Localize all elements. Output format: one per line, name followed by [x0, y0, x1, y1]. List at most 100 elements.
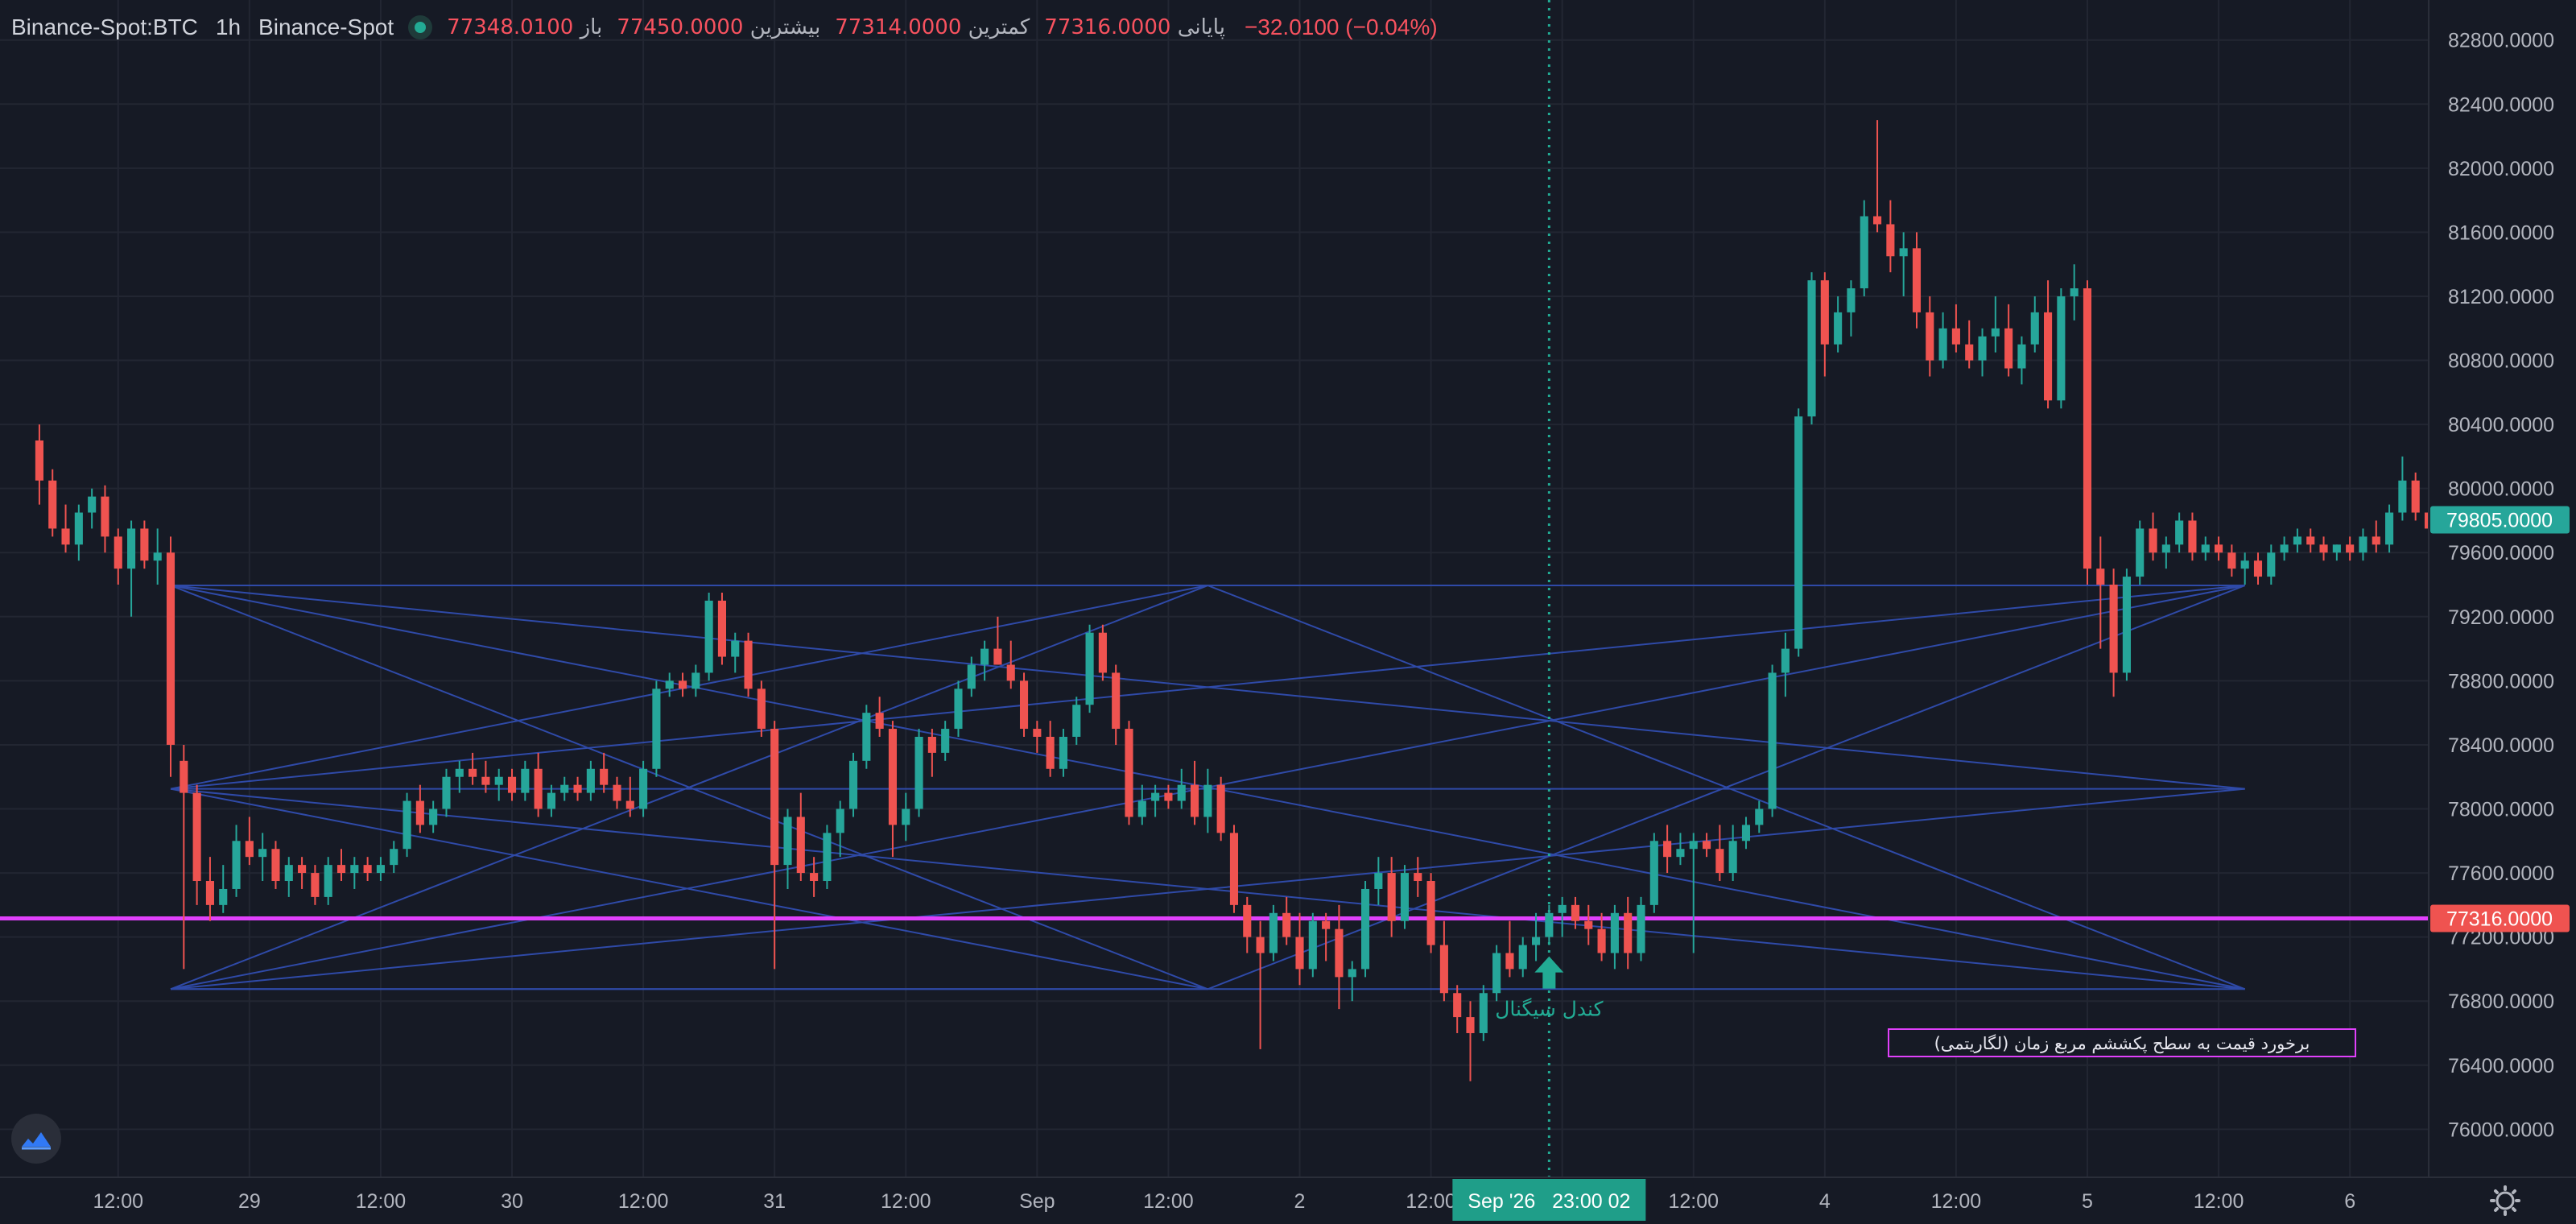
crosshair-time-text: Sep '26 23:00 02 — [1468, 1190, 1630, 1213]
candle — [1426, 873, 1435, 953]
candle-body — [836, 808, 844, 833]
candle — [284, 857, 293, 897]
candle-body — [2149, 528, 2157, 553]
candle-body — [2306, 536, 2315, 545]
candle-body — [1374, 873, 1383, 889]
candle-body — [1545, 912, 1554, 937]
fan-line — [170, 585, 1208, 990]
candle — [1794, 408, 1803, 657]
candle-body — [1177, 784, 1186, 801]
candle — [980, 640, 989, 681]
candle — [1768, 664, 1777, 817]
candle — [902, 792, 910, 842]
candle-body — [1715, 849, 1724, 874]
candle — [2030, 296, 2039, 353]
candle-body — [2017, 344, 2026, 369]
candle-body — [1847, 288, 1856, 312]
legend-interval[interactable]: 1h — [215, 14, 242, 39]
candle — [1492, 945, 1501, 1002]
price-tick-label: 80800.0000 — [2448, 350, 2554, 373]
candle-body — [665, 680, 674, 689]
current-price-tag-box — [2430, 506, 2570, 534]
candle-body — [1571, 904, 1580, 921]
legend-symbol[interactable]: Binance-Spot:BTC — [11, 14, 198, 39]
market-status-icon[interactable] — [408, 15, 433, 39]
candle-body — [1597, 928, 1606, 953]
candle-body — [245, 841, 254, 858]
settings-gear-icon[interactable] — [2490, 1185, 2520, 1216]
candle — [691, 664, 700, 697]
candle — [941, 721, 950, 761]
candle — [429, 800, 438, 833]
candle — [114, 528, 122, 585]
candle-body — [2096, 569, 2105, 585]
candle — [731, 632, 740, 673]
candle — [1243, 896, 1252, 953]
candle — [2398, 456, 2407, 521]
legend-exchange[interactable]: Binance-Spot — [258, 14, 394, 39]
candle-body — [2044, 312, 2053, 401]
candle-body — [2319, 544, 2328, 553]
candle-body — [2188, 520, 2197, 553]
time-tick-label: 12:00 — [881, 1190, 931, 1213]
candle — [415, 784, 424, 833]
candle — [1256, 920, 1265, 1049]
candle — [1137, 784, 1146, 825]
candle — [1531, 912, 1541, 961]
candle — [1597, 912, 1606, 961]
candle — [875, 697, 884, 737]
time-tick-label: 31 — [763, 1190, 786, 1213]
candle-body — [2253, 560, 2263, 577]
candle-body — [455, 768, 464, 777]
candle — [573, 776, 582, 801]
candle-body — [810, 873, 819, 882]
time-tick-label: 12:00 — [1143, 1190, 1194, 1213]
candle-body — [166, 552, 175, 745]
candle — [1295, 912, 1304, 986]
candle-body — [547, 792, 555, 809]
candle — [1505, 920, 1514, 978]
candle — [1479, 985, 1488, 1041]
annotation-box-frame — [1888, 1028, 2356, 1057]
legend-low: کمترین 77314.0000 — [835, 15, 1030, 39]
fan-line — [1207, 585, 2246, 990]
candle-body — [862, 713, 871, 761]
time-tick-label: 12:00 — [1406, 1190, 1456, 1213]
candle — [836, 800, 844, 858]
candle — [1755, 800, 1764, 833]
candle — [1019, 672, 1029, 737]
fan-line — [170, 585, 2245, 790]
symbol-legend: Binance-Spot:BTC 1h Binance-Spot باز 773… — [11, 11, 1438, 43]
price-tick-label: 82000.0000 — [2448, 158, 2554, 180]
legend-open: باز 77348.0100 — [447, 15, 603, 39]
candle — [442, 768, 451, 817]
candle-body — [74, 512, 83, 545]
candle — [1912, 232, 1922, 329]
candle — [717, 592, 727, 665]
candle-body — [757, 688, 766, 730]
candle — [35, 424, 43, 505]
candle-body — [1728, 841, 1737, 874]
fan-line — [170, 788, 1208, 990]
candle-body — [1663, 841, 1672, 858]
time-tick-label: 12:00 — [356, 1190, 407, 1213]
candle-body — [180, 760, 188, 793]
legend-change: −32.0100 (−0.04%) — [1244, 14, 1438, 39]
candle-body — [1360, 888, 1370, 970]
tradingview-logo-icon[interactable] — [11, 1114, 61, 1164]
annotation-box[interactable]: برخورد قیمت به سطح پکششم مربع زمان (لگار… — [1888, 1028, 2356, 1057]
candle-body — [704, 600, 713, 673]
candle-body — [1702, 841, 1711, 850]
candle — [1190, 760, 1199, 825]
candle-body — [1295, 937, 1304, 970]
candle — [1466, 1001, 1475, 1081]
price-axis[interactable]: 82800.0000 82400.0000 82000.0000 81600.0000… — [2448, 30, 2554, 1142]
candle — [298, 857, 307, 889]
candle — [2161, 536, 2170, 569]
candle-body — [232, 841, 241, 889]
candle-body — [376, 865, 385, 874]
current-price-tag-text: 79805.0000 — [2446, 509, 2553, 531]
time-axis-background — [0, 1177, 2576, 1224]
